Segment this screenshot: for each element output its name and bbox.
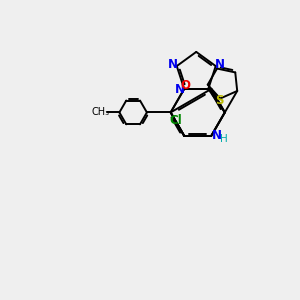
Text: H: H xyxy=(220,134,228,143)
Text: Cl: Cl xyxy=(169,115,182,128)
Text: O: O xyxy=(181,79,191,92)
Text: N: N xyxy=(168,58,178,71)
Text: CH₃: CH₃ xyxy=(92,107,110,117)
Text: N: N xyxy=(175,83,184,96)
Text: N: N xyxy=(215,58,225,71)
Text: S: S xyxy=(215,94,224,107)
Text: N: N xyxy=(212,129,222,142)
